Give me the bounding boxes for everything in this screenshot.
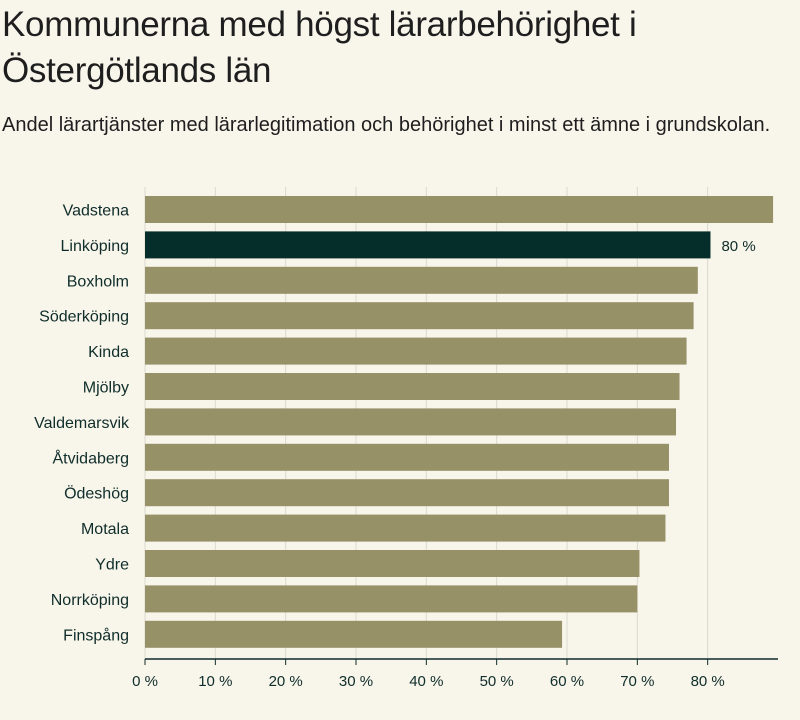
category-label: Ydre (95, 557, 129, 574)
bar-finspång (145, 620, 563, 648)
chart-title: Kommunerna med högst lärarbehörighet i Ö… (2, 5, 637, 90)
category-label: Linköping (61, 238, 130, 255)
category-label: Finspång (63, 626, 129, 644)
x-tick-label: 40 % (409, 673, 443, 690)
x-tick-label: 80 % (691, 673, 725, 690)
category-label: Söderköping (39, 309, 129, 326)
bars (145, 196, 774, 648)
bar-kinda (145, 337, 687, 365)
category-label: Motala (81, 521, 129, 538)
bar-vadstena (145, 196, 774, 223)
x-tick-label: 10 % (198, 673, 232, 690)
bar-ödeshög (145, 479, 669, 507)
category-label: Valdemarsvik (34, 415, 130, 432)
x-axis: 0 % 10 % 20 % 30 % 40 % 50 % 60 % 70 % 80 % (132, 658, 778, 690)
category-label: Vadstena (63, 203, 130, 220)
bar-ydre (145, 550, 640, 577)
bar-motala (145, 514, 666, 542)
bar-valdemarsvik (145, 408, 677, 436)
category-label: Ödeshög (64, 485, 129, 503)
bar-boxholm (145, 266, 698, 294)
category-label: Boxholm (67, 273, 129, 290)
category-label: Norrköping (51, 592, 129, 609)
category-label: Kinda (88, 344, 129, 361)
x-tick-label: 30 % (339, 673, 373, 690)
bar-linköping (145, 231, 711, 259)
data-label-highlight: 80 % (721, 238, 755, 255)
bar-åtvidaberg (145, 443, 669, 471)
bar-mjölby (145, 373, 680, 400)
category-label: Mjölby (83, 380, 129, 397)
x-tick-label: 60 % (550, 673, 584, 690)
x-tick-label: 0 % (132, 673, 158, 690)
x-tick-label: 20 % (269, 673, 303, 690)
category-label: Åtvidaberg (53, 448, 130, 467)
x-tick-label: 50 % (480, 673, 514, 690)
category-labels: Vadstena Linköping 80 % Boxholm Söderköping K… (34, 203, 756, 645)
x-tick-label: 70 % (620, 673, 654, 690)
chart-subtitle: Andel lärartjänster med lärarlegitimatio… (2, 114, 771, 136)
bar-norrköping (145, 585, 638, 613)
bar-söderköping (145, 302, 694, 330)
